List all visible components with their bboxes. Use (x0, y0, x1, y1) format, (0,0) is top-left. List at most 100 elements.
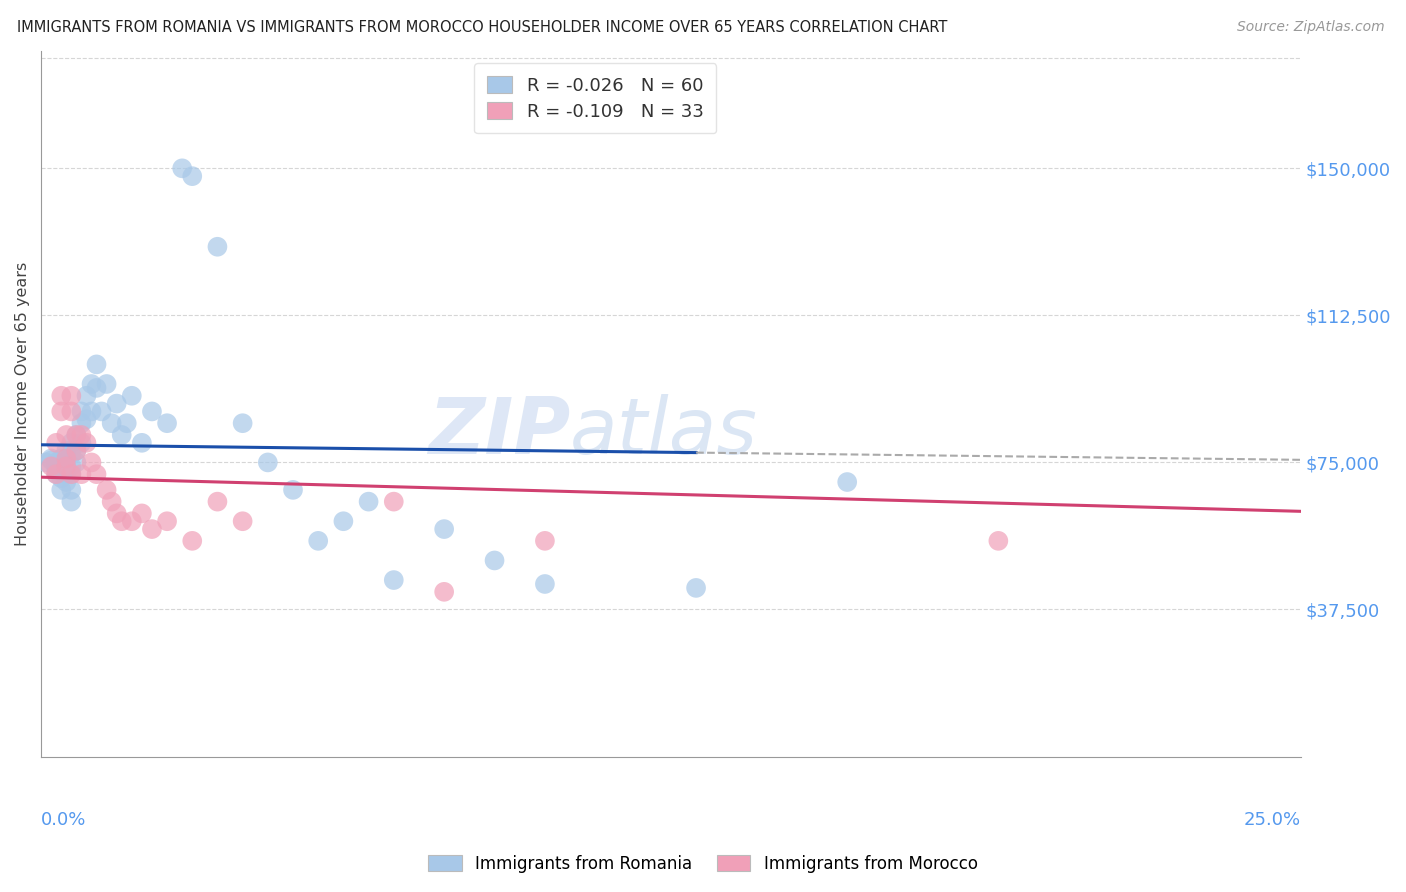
Point (141, 522, 163, 536)
Point (75, 389, 97, 403)
Point (70, 435, 93, 450)
Point (75, 435, 97, 450)
Point (232, 416, 254, 430)
Point (55, 459, 77, 474)
Point (121, 389, 143, 403)
Point (65, 443, 87, 458)
Point (433, 522, 456, 536)
Point (60, 389, 83, 403)
Point (156, 416, 179, 430)
Text: 0.0%: 0.0% (41, 812, 87, 830)
Point (433, 584, 456, 599)
Point (131, 435, 153, 450)
Point (181, 169, 204, 183)
Point (70, 404, 93, 418)
Point (181, 533, 204, 548)
Point (55, 467, 77, 482)
Point (45, 459, 67, 474)
Point (80, 404, 103, 418)
Point (86, 358, 108, 372)
Point (111, 428, 134, 442)
Point (256, 455, 278, 469)
Point (55, 451, 77, 466)
Point (232, 514, 254, 528)
Point (70, 428, 93, 442)
Point (65, 455, 87, 469)
Text: Source: ZipAtlas.com: Source: ZipAtlas.com (1237, 20, 1385, 34)
Point (51, 483, 73, 497)
Point (987, 533, 1010, 548)
Legend: R = -0.026   N = 60, R = -0.109   N = 33: R = -0.026 N = 60, R = -0.109 N = 33 (474, 63, 716, 133)
Point (60, 494, 83, 508)
Point (65, 443, 87, 458)
Point (96, 483, 118, 497)
Y-axis label: Householder Income Over 65 years: Householder Income Over 65 years (15, 261, 30, 546)
Point (357, 494, 380, 508)
Point (45, 467, 67, 482)
Point (70, 467, 93, 482)
Point (685, 581, 707, 595)
Point (105, 507, 128, 521)
Point (65, 428, 87, 442)
Point (51, 451, 73, 466)
Point (60, 483, 83, 497)
Point (75, 412, 97, 426)
Point (51, 471, 73, 485)
Point (55, 451, 77, 466)
Point (86, 381, 108, 395)
Point (39, 453, 62, 467)
Text: 25.0%: 25.0% (1243, 812, 1301, 830)
Point (60, 467, 83, 482)
Point (60, 467, 83, 482)
Text: atlas: atlas (569, 394, 758, 470)
Text: IMMIGRANTS FROM ROMANIA VS IMMIGRANTS FROM MOROCCO HOUSEHOLDER INCOME OVER 65 YE: IMMIGRANTS FROM ROMANIA VS IMMIGRANTS FR… (17, 20, 948, 35)
Point (96, 376, 118, 391)
Point (156, 514, 179, 528)
Point (86, 467, 108, 482)
Point (55, 459, 77, 474)
Point (35, 455, 58, 469)
Point (90, 404, 112, 418)
Text: ZIP: ZIP (427, 394, 569, 470)
Point (60, 404, 83, 418)
Point (60, 459, 83, 474)
Point (121, 514, 143, 528)
Point (131, 507, 153, 521)
Point (307, 533, 329, 548)
Point (382, 573, 405, 587)
Point (111, 514, 134, 528)
Point (60, 435, 83, 450)
Point (55, 443, 77, 458)
Point (115, 416, 138, 430)
Point (65, 428, 87, 442)
Point (80, 376, 103, 391)
Point (39, 459, 62, 474)
Point (534, 533, 557, 548)
Point (55, 428, 77, 442)
Point (172, 161, 194, 176)
Point (207, 494, 229, 508)
Point (837, 475, 859, 489)
Point (332, 514, 354, 528)
Point (100, 416, 122, 430)
Point (382, 494, 405, 508)
Point (207, 240, 229, 254)
Point (45, 463, 67, 477)
Point (51, 404, 73, 418)
Point (45, 435, 67, 450)
Point (45, 467, 67, 482)
Point (80, 455, 103, 469)
Point (70, 416, 93, 430)
Point (55, 475, 77, 489)
Legend: Immigrants from Romania, Immigrants from Morocco: Immigrants from Romania, Immigrants from… (422, 848, 984, 880)
Point (281, 483, 304, 497)
Point (60, 448, 83, 462)
Point (100, 494, 122, 508)
Point (55, 459, 77, 474)
Point (534, 577, 557, 591)
Point (141, 404, 163, 418)
Point (39, 451, 62, 466)
Point (51, 389, 73, 403)
Point (51, 461, 73, 475)
Point (484, 553, 506, 567)
